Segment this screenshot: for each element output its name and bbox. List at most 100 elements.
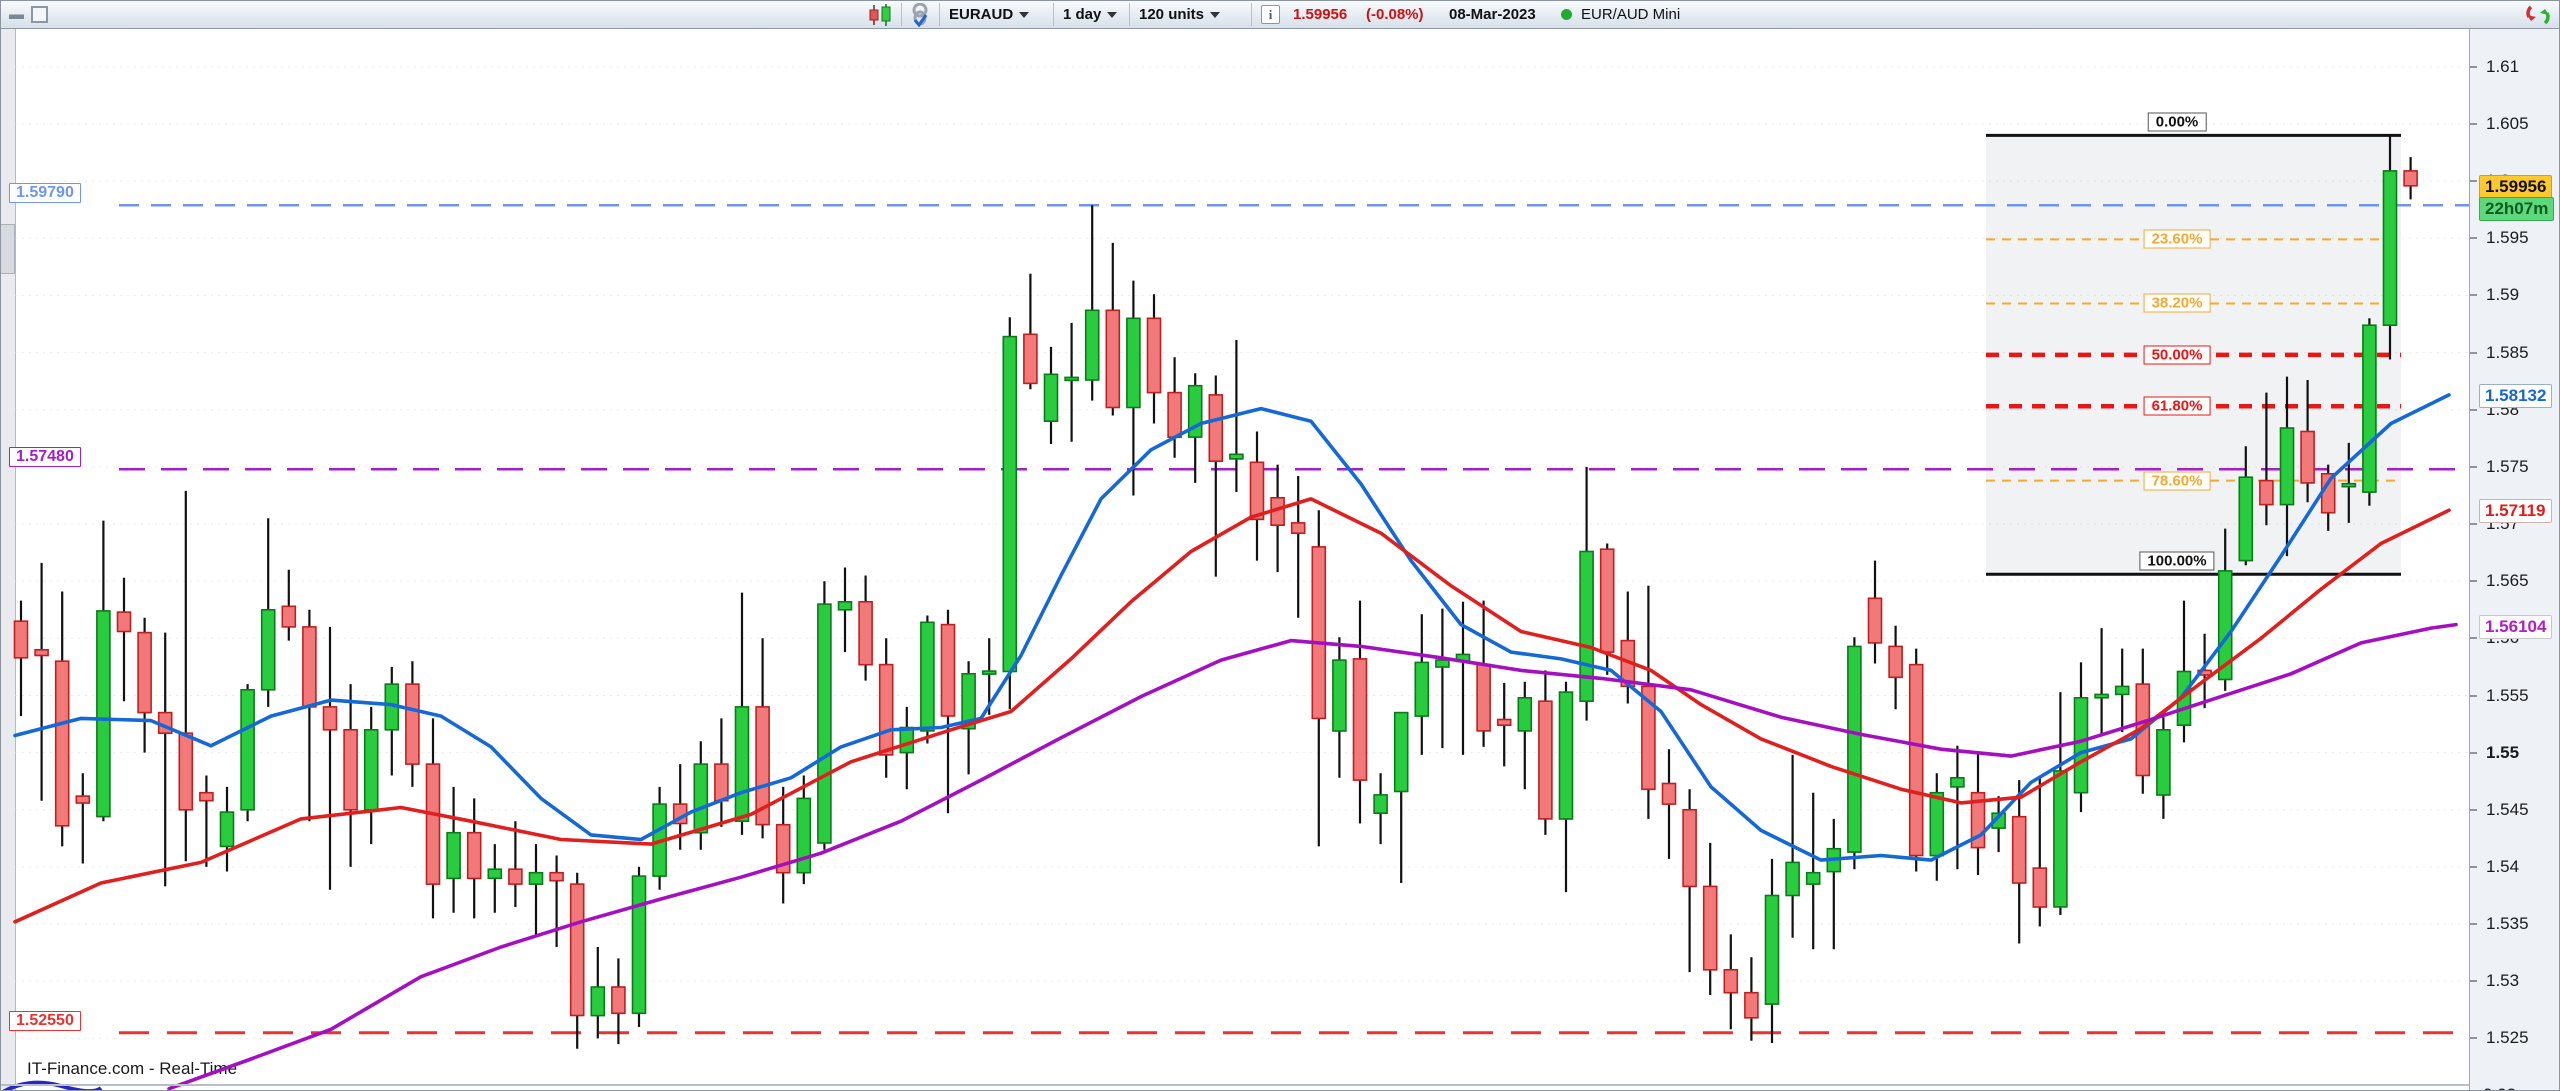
candle-body[interactable] (569, 883, 585, 1017)
candle-body[interactable] (528, 871, 544, 885)
candle-body[interactable] (343, 728, 358, 811)
pane-divider[interactable] (1, 1084, 2559, 1086)
candle-body[interactable] (363, 728, 379, 811)
candle-body[interactable] (281, 605, 297, 628)
candle-body[interactable] (2073, 696, 2089, 794)
candle-body[interactable] (178, 732, 194, 811)
panel-collapse-handle[interactable] (1, 224, 15, 274)
candle-body[interactable] (817, 603, 832, 844)
candle-body[interactable] (796, 797, 812, 874)
candle-body[interactable] (487, 868, 503, 880)
candle-body[interactable] (1105, 309, 1121, 409)
candle-body[interactable] (54, 660, 70, 827)
candle-body[interactable] (590, 986, 606, 1017)
candle-body[interactable] (2217, 570, 2233, 681)
candle-body[interactable] (1476, 663, 1491, 732)
candle-body[interactable] (508, 868, 523, 885)
candle-body[interactable] (1744, 991, 1759, 1019)
candle-body[interactable] (2032, 867, 2048, 908)
candle-body[interactable] (466, 831, 482, 880)
candle-body[interactable] (1538, 700, 1553, 820)
candle-body[interactable] (1723, 968, 1739, 994)
candle-body[interactable] (1847, 645, 1862, 853)
candle-body[interactable] (1043, 373, 1059, 422)
candle-body[interactable] (858, 600, 873, 666)
candle-body[interactable] (219, 811, 235, 848)
candle-body[interactable] (1517, 696, 1533, 732)
candle-body[interactable] (755, 706, 770, 826)
candle-body[interactable] (1785, 861, 1800, 897)
candle-body[interactable] (2279, 427, 2295, 506)
candlestick-chart-icon[interactable] (867, 1, 895, 28)
candle-body[interactable] (734, 706, 750, 823)
candle-body[interactable] (1290, 522, 1306, 535)
candle-body[interactable] (1435, 659, 1450, 668)
candle-body[interactable] (260, 608, 276, 691)
candle-body[interactable] (1393, 711, 1409, 793)
candle-body[interactable] (2403, 170, 2418, 187)
candle-body[interactable] (116, 611, 132, 633)
minimize-icon[interactable]: ▬ (9, 6, 24, 23)
candle-body[interactable] (96, 610, 111, 818)
left-panel-gutter[interactable] (1, 29, 16, 1090)
price-axis[interactable]: 1.611.6051.61.5951.591.5851.581.5751.571… (2469, 29, 2559, 1090)
candle-body[interactable] (1208, 394, 1224, 462)
candle-body[interactable] (302, 626, 317, 708)
candle-body[interactable] (2382, 170, 2398, 326)
candle-body[interactable] (837, 600, 853, 611)
candle-body[interactable] (1558, 691, 1574, 820)
level-price-label[interactable]: 1.52550 (9, 1011, 81, 1031)
restore-icon[interactable] (31, 1, 48, 28)
candle-body[interactable] (446, 831, 461, 880)
candle-body[interactable] (961, 672, 976, 730)
candle-body[interactable] (425, 763, 441, 885)
candle-body[interactable] (1599, 548, 1615, 653)
level-price-label[interactable]: 1.57480 (9, 447, 81, 467)
candle-body[interactable] (1352, 658, 1368, 781)
candle-body[interactable] (899, 726, 915, 754)
candle-body[interactable] (1249, 461, 1265, 521)
candle-body[interactable] (981, 670, 997, 675)
candle-body[interactable] (1023, 333, 1038, 385)
refresh-icon[interactable] (2525, 1, 2551, 28)
candle-body[interactable] (1805, 871, 1821, 885)
candle-body[interactable] (1908, 663, 1924, 857)
candle-body[interactable] (2053, 770, 2068, 908)
candle-body[interactable] (1764, 894, 1780, 1005)
candle-body[interactable] (920, 621, 935, 732)
candle-body[interactable] (1146, 317, 1162, 394)
candle-body[interactable] (1002, 335, 1018, 673)
candle-body[interactable] (775, 823, 791, 874)
candle-body[interactable] (1332, 659, 1347, 732)
candle-body[interactable] (549, 871, 564, 882)
candle-body[interactable] (1167, 391, 1182, 439)
candle-body[interactable] (878, 663, 894, 756)
mid-ma-red[interactable] (13, 497, 2451, 924)
candle-body[interactable] (1126, 317, 1141, 409)
candle-body[interactable] (1682, 808, 1697, 888)
candle-body[interactable] (2259, 479, 2274, 506)
candle-body[interactable] (714, 763, 729, 802)
link-check-icon[interactable] (908, 1, 934, 28)
candle-body[interactable] (1888, 645, 1903, 679)
candle-body[interactable] (1496, 718, 1512, 726)
candle-body[interactable] (1311, 546, 1327, 720)
candle-body[interactable] (1641, 685, 1656, 791)
candle-body[interactable] (2341, 482, 2357, 488)
candle-body[interactable] (1867, 597, 1883, 644)
candle-body[interactable] (199, 791, 214, 802)
fast-ma-blue[interactable] (13, 393, 2451, 862)
candle-body[interactable] (693, 763, 709, 834)
units-selector[interactable]: 120 units (1139, 1, 1221, 28)
candle-body[interactable] (405, 683, 420, 765)
level-price-label[interactable]: 1.59790 (9, 183, 81, 203)
candle-body[interactable] (1702, 885, 1718, 971)
candle-body[interactable] (1064, 376, 1079, 382)
candle-body[interactable] (1414, 661, 1430, 717)
candle-body[interactable] (322, 706, 338, 731)
candle-body[interactable] (940, 623, 956, 717)
candle-body[interactable] (2114, 685, 2130, 696)
candle-body[interactable] (240, 688, 255, 811)
slow-ma-purple[interactable] (167, 622, 2458, 1090)
